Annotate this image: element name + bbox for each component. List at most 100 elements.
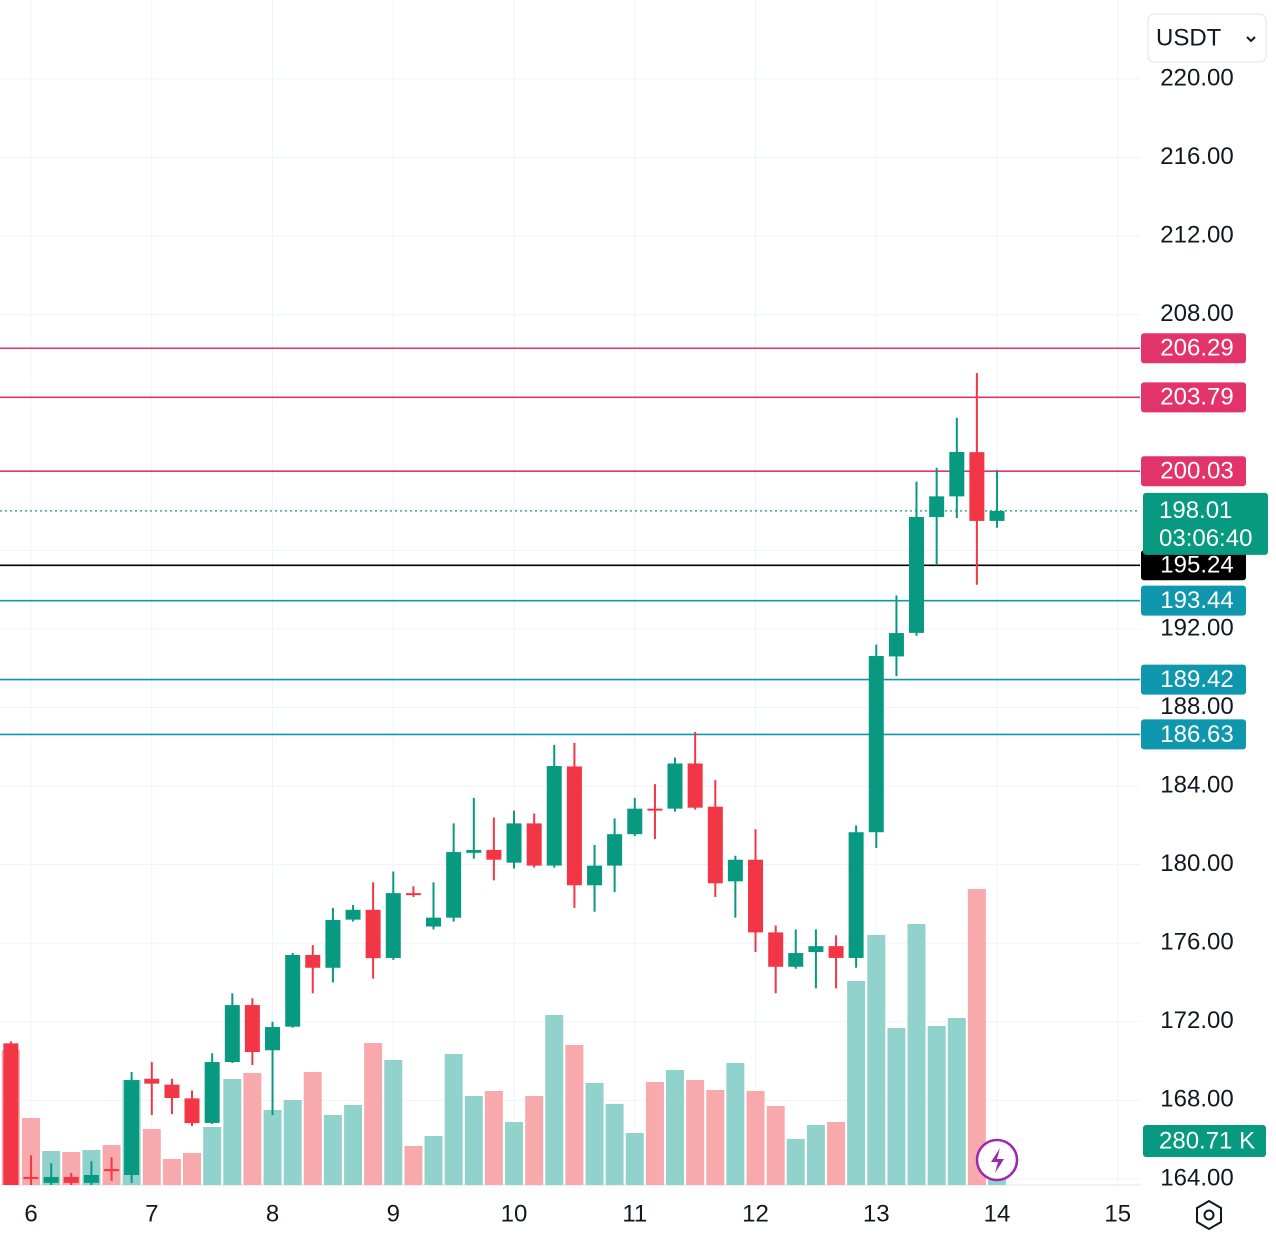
candle-body <box>425 917 441 927</box>
y-tick-label: 184.00 <box>1160 771 1233 798</box>
currency-text[interactable]: USDT <box>1156 24 1222 51</box>
y-tick-label: 164.00 <box>1160 1164 1233 1191</box>
price-line-label: 195.24 <box>1160 552 1233 579</box>
last-price-label-bg <box>1143 492 1268 555</box>
currency-box[interactable] <box>1147 13 1267 63</box>
lightning-icon[interactable] <box>991 1148 1004 1173</box>
dropdown-arrow[interactable] <box>1246 36 1256 43</box>
y-tick-label: 188.00 <box>1160 693 1233 720</box>
volume-bar <box>424 1136 443 1185</box>
x-tick-label: 13 <box>863 1200 890 1227</box>
candle-body <box>888 633 904 657</box>
volume-bar <box>706 1090 725 1185</box>
volume-bar <box>665 1070 684 1185</box>
volume-bar <box>887 1028 906 1185</box>
y-tick-label: 220.00 <box>1160 64 1233 91</box>
candle-body <box>63 1176 79 1183</box>
candle-body <box>546 766 562 866</box>
x-tick-label: 6 <box>24 1200 37 1227</box>
volume-bar <box>62 1152 81 1185</box>
y-tick-label: 216.00 <box>1160 143 1233 170</box>
candle-body <box>325 920 341 968</box>
hexagon[interactable] <box>1196 1199 1222 1231</box>
volume-label: 280.71 K <box>1159 1127 1255 1154</box>
candle-body <box>526 823 542 866</box>
candle-body <box>647 808 663 811</box>
candle-body <box>808 946 824 953</box>
volume-bar <box>806 1125 825 1185</box>
candle-body <box>908 516 924 633</box>
y-tick-label: 180.00 <box>1160 850 1233 877</box>
volume-bar <box>384 1060 403 1185</box>
volume-bar <box>404 1146 423 1185</box>
volume-bar <box>947 1018 966 1185</box>
price-line-label-bg <box>1141 382 1246 413</box>
volume-bar <box>766 1106 785 1185</box>
volume-bar <box>525 1096 544 1185</box>
price-line-label: 203.79 <box>1160 384 1233 411</box>
candle-body <box>305 954 321 968</box>
price-line-label-bg <box>1141 550 1246 581</box>
volume-bar <box>585 1083 604 1185</box>
volume-bar <box>444 1054 463 1185</box>
volume-bar <box>565 1045 584 1185</box>
volume-bar <box>625 1133 644 1185</box>
x-tick-label: 8 <box>266 1200 279 1227</box>
x-tick-label: 14 <box>984 1200 1011 1227</box>
price-line-label: 189.42 <box>1160 666 1233 693</box>
price-line-label: 206.29 <box>1160 335 1233 362</box>
volume-bar <box>827 1122 846 1185</box>
volume-bar <box>605 1104 624 1185</box>
volume-bar <box>686 1080 705 1185</box>
candle-body <box>486 849 502 860</box>
price-line-label-bg <box>1141 333 1246 364</box>
y-tick-label: 176.00 <box>1160 929 1233 956</box>
volume-bar <box>786 1139 805 1185</box>
volume-bar <box>505 1122 524 1185</box>
candle-body <box>828 946 844 958</box>
y-tick-label: 212.00 <box>1160 221 1233 248</box>
replay-button[interactable] <box>975 1138 1019 1182</box>
price-line-label-bg <box>1141 456 1246 487</box>
candle-body <box>707 806 723 884</box>
candle-body <box>506 823 522 863</box>
candle-body <box>748 859 764 933</box>
volume-bar <box>323 1115 342 1185</box>
price-line-label: 186.63 <box>1160 721 1233 748</box>
settings-button[interactable] <box>1196 1199 1222 1231</box>
volume-bar <box>162 1159 181 1185</box>
currency-selector[interactable]: USDT <box>1147 13 1267 63</box>
volume-bar <box>545 1015 564 1185</box>
x-tick-label: 7 <box>145 1200 158 1227</box>
volume-bar <box>182 1153 201 1185</box>
candle-body <box>949 451 965 497</box>
candle-body <box>184 1098 200 1124</box>
y-tick-label: 208.00 <box>1160 300 1233 327</box>
candle-body <box>989 510 1005 521</box>
price-line-label: 200.03 <box>1160 458 1233 485</box>
candle-body <box>104 1169 120 1172</box>
x-tick-label: 15 <box>1104 1200 1131 1227</box>
candle-body <box>285 954 301 1027</box>
volume-bar <box>726 1063 745 1185</box>
candle-body <box>446 852 462 918</box>
candle-body <box>768 932 784 967</box>
candle-body <box>466 849 482 853</box>
candle-body <box>667 763 683 809</box>
price-line-label-bg <box>1141 719 1246 750</box>
volume-bar <box>927 1026 946 1185</box>
candle-body <box>164 1084 180 1098</box>
axes: 164.00 168.00 172.00 176.00 180.00 184.00 188.… <box>24 64 1233 1227</box>
candle-body <box>566 766 582 886</box>
candle-body <box>929 496 945 517</box>
hexagon-dot[interactable] <box>1203 1209 1215 1221</box>
candle-body <box>687 763 703 808</box>
volume-bar <box>364 1043 383 1185</box>
y-tick-label: 192.00 <box>1160 614 1233 641</box>
volume-bar <box>464 1096 483 1185</box>
candle-body <box>83 1174 99 1183</box>
y-tick-label: 172.00 <box>1160 1007 1233 1034</box>
candle-body <box>365 909 381 959</box>
